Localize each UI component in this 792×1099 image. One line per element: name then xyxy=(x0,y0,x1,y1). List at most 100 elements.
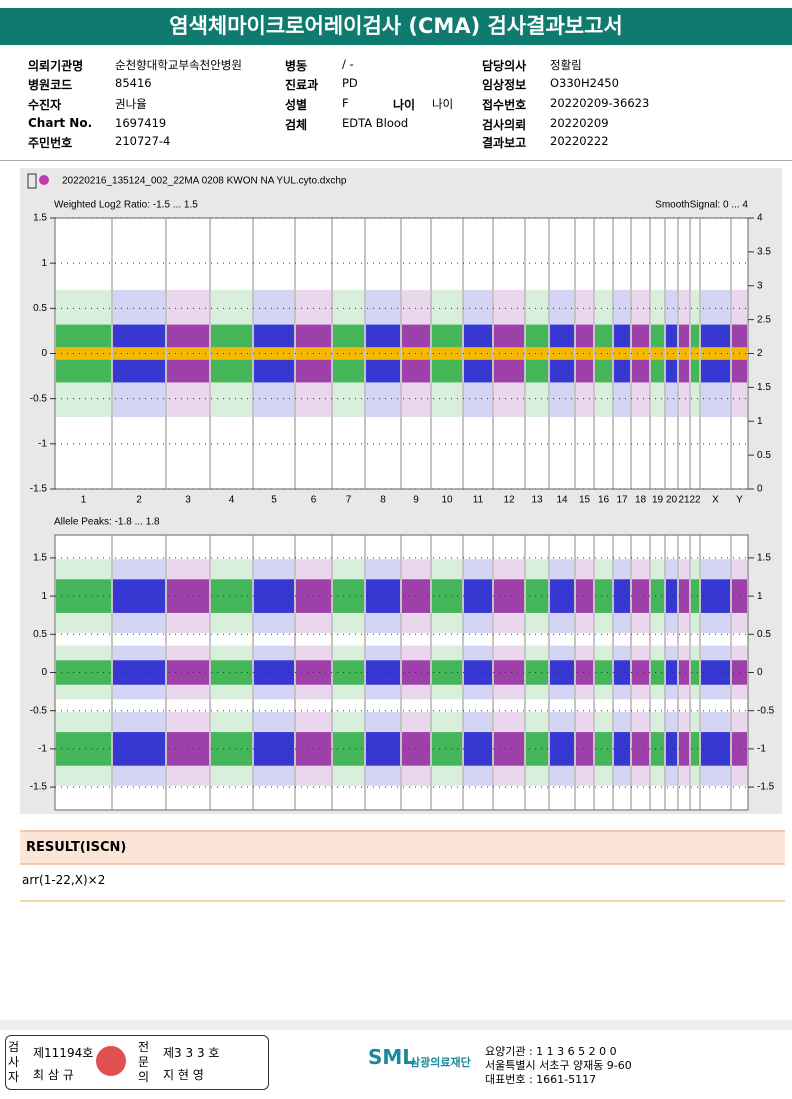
y2-tick-label: 1.5 xyxy=(757,553,771,564)
signal-cloud xyxy=(56,732,111,766)
smooth-signal xyxy=(494,347,524,360)
y2-tick-label: 1 xyxy=(757,591,763,602)
y2-tick-label: 3.5 xyxy=(757,247,771,258)
signal-cloud xyxy=(679,732,689,766)
signal-cloud xyxy=(333,579,364,613)
signal-halo xyxy=(576,711,593,786)
signal-halo xyxy=(651,645,664,700)
smooth-signal xyxy=(576,347,593,360)
y2-tick-label: -1.5 xyxy=(757,782,775,793)
y-tick-label: -1 xyxy=(38,744,47,755)
signal-cloud xyxy=(651,732,664,766)
signal-halo xyxy=(526,559,548,634)
logo: SML xyxy=(368,1045,416,1069)
info-label: 접수번호 xyxy=(482,98,527,112)
chromosome-label: 22 xyxy=(689,495,701,506)
info-value: 순천향대학교부속천안병원 xyxy=(115,58,242,72)
chromosome-label: 5 xyxy=(271,495,277,506)
signal-cloud xyxy=(679,660,689,685)
smooth-signal xyxy=(679,347,689,360)
info-value: PD xyxy=(342,76,358,90)
signal-halo xyxy=(632,559,649,634)
signal-cloud xyxy=(595,732,612,766)
signal-halo xyxy=(595,559,612,634)
chromosome-label: 21 xyxy=(678,495,690,506)
signal-cloud xyxy=(576,660,593,685)
chromosome-label: X xyxy=(712,495,719,506)
chromosome-label: 2 xyxy=(136,495,142,506)
signal-halo xyxy=(56,559,111,634)
signal-cloud xyxy=(632,579,649,613)
address-line: 서울특별시 서초구 양재동 9-60 xyxy=(485,1059,632,1072)
chromosome-label: 17 xyxy=(616,495,628,506)
info-value: / - xyxy=(342,57,354,71)
smooth-signal xyxy=(526,347,548,360)
signal-cloud xyxy=(651,579,664,613)
chromosome-label: 4 xyxy=(229,495,235,506)
y-tick-label: 1.5 xyxy=(33,553,47,564)
info-label: 결과보고 xyxy=(482,136,527,150)
y-tick-label: 0.5 xyxy=(33,303,47,314)
info-label: 담당의사 xyxy=(482,59,527,73)
result-text: arr(1-22,X)×2 xyxy=(22,873,106,887)
info-value: O330H2450 xyxy=(550,76,619,90)
signal-cloud xyxy=(254,579,294,613)
signal-halo xyxy=(651,559,664,634)
info-label: 수진자 xyxy=(28,98,62,112)
y-tick-label: -0.5 xyxy=(30,705,48,716)
chromosome-label: 12 xyxy=(503,495,515,506)
signal-halo xyxy=(494,645,524,700)
smooth-signal xyxy=(691,347,699,360)
y2-tick-label: -1 xyxy=(757,744,766,755)
y2-tick-label: 2.5 xyxy=(757,314,771,325)
icon xyxy=(27,173,37,189)
y-tick-label: 1 xyxy=(41,591,47,602)
chromosome-label: 11 xyxy=(473,495,484,506)
signal-cloud xyxy=(614,660,630,685)
y-tick-label: 1.5 xyxy=(33,213,47,224)
panel-title: SmoothSignal: 0 ... 4 xyxy=(655,200,748,211)
plot: 20220216_135124_002_22MA 0208 KWON NA YU… xyxy=(20,168,782,814)
signal-cloud xyxy=(632,660,649,685)
smooth-signal xyxy=(614,347,630,360)
smooth-signal xyxy=(651,347,664,360)
chromosome-label: 13 xyxy=(531,495,543,506)
role: 전문의 xyxy=(138,1040,150,1084)
file-name: 20220216_135124_002_22MA 0208 KWON NA YU… xyxy=(62,176,347,187)
role: 검사자 xyxy=(8,1040,20,1084)
signal-halo xyxy=(56,711,111,786)
signal-cloud xyxy=(614,579,630,613)
chromosome-label: 6 xyxy=(311,495,317,506)
info-value: EDTA Blood xyxy=(342,116,409,130)
chromosome-label: 18 xyxy=(635,495,647,506)
signal-halo xyxy=(632,711,649,786)
panel-title: Weighted Log2 Ratio: -1.5 ... 1.5 xyxy=(54,200,198,211)
address-line: 대표번호 : 1661-5117 xyxy=(485,1073,597,1086)
title: 염색체마이크로어레이검사 (CMA) 검사결과보고서 xyxy=(169,14,623,38)
signal-cloud xyxy=(679,579,689,613)
info-value: 20220209-36623 xyxy=(550,96,650,110)
address-line: 요양기관 : 1 1 3 6 5 2 0 0 xyxy=(485,1045,617,1058)
y2-tick-label: 2 xyxy=(757,348,763,359)
title-bar: 염색체마이크로어레이검사 (CMA) 검사결과보고서 xyxy=(0,8,792,45)
signal-halo xyxy=(679,711,689,786)
no: 제11194호 xyxy=(33,1046,94,1060)
signal-halo xyxy=(666,711,677,786)
info-label: 성별 xyxy=(285,98,308,112)
smooth-signal xyxy=(333,347,364,360)
signal-cloud xyxy=(526,732,548,766)
y-tick-label: -1.5 xyxy=(30,484,48,495)
signal-halo xyxy=(56,645,111,700)
icon xyxy=(39,175,49,185)
smooth-signal xyxy=(254,347,294,360)
signal-cloud xyxy=(595,579,612,613)
signal-cloud xyxy=(666,732,677,766)
smooth-signal xyxy=(432,347,462,360)
signal-halo xyxy=(333,559,364,634)
signal-cloud xyxy=(666,660,677,685)
signal-halo xyxy=(691,559,699,634)
chromosome-label: 10 xyxy=(441,495,453,506)
y2-tick-label: 0.5 xyxy=(757,629,771,640)
signal-halo xyxy=(366,645,400,700)
chromosome-label: 15 xyxy=(579,495,591,506)
